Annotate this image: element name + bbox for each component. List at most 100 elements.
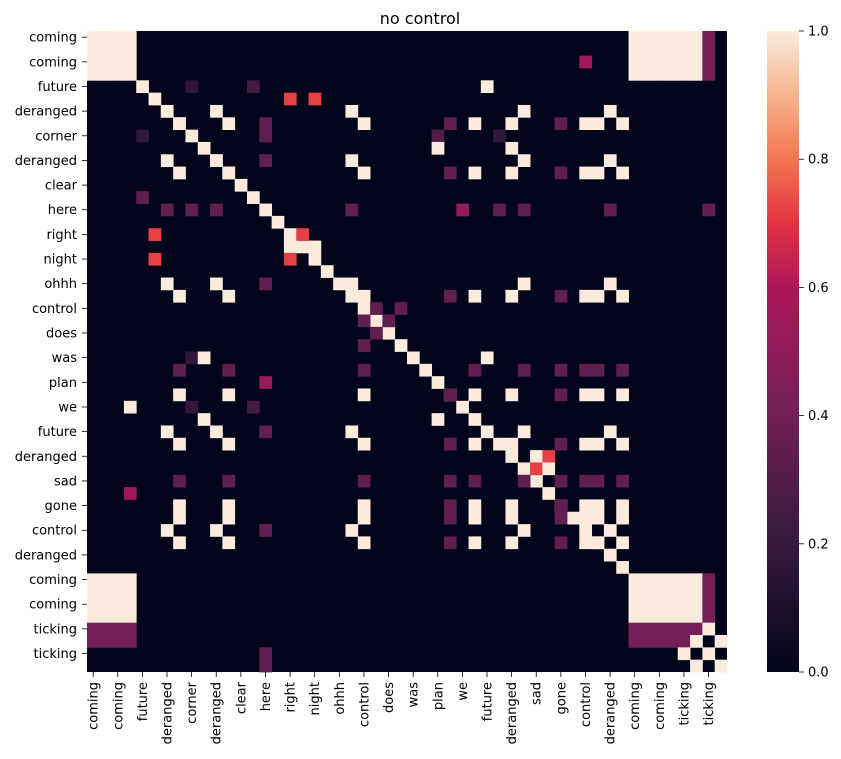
heatmap-cell bbox=[653, 55, 666, 69]
heatmap-cell bbox=[505, 289, 519, 303]
y-tick-label: deranged bbox=[15, 450, 77, 465]
heatmap-cell bbox=[148, 252, 162, 266]
heatmap-cell bbox=[259, 376, 273, 389]
heatmap-cell bbox=[616, 388, 629, 402]
heatmap-cell bbox=[653, 43, 666, 57]
heatmap-cell bbox=[259, 277, 273, 291]
heatmap-cell bbox=[283, 252, 297, 266]
chart-title: no control bbox=[380, 9, 460, 28]
heatmap-cell bbox=[283, 92, 297, 106]
heatmap-cell bbox=[505, 536, 519, 550]
heatmap-cell bbox=[185, 80, 199, 94]
heatmap-cell bbox=[542, 462, 556, 476]
heatmap-cell bbox=[665, 43, 679, 57]
heatmap-cell bbox=[554, 166, 568, 180]
heatmap-cell bbox=[616, 511, 629, 525]
x-tick-label: coming bbox=[653, 682, 668, 730]
heatmap-cell bbox=[640, 573, 654, 587]
heatmap-cell bbox=[443, 536, 457, 550]
heatmap-cell bbox=[517, 104, 531, 118]
heatmap-cell bbox=[87, 31, 100, 44]
heatmap-cell bbox=[677, 635, 691, 648]
heatmap-cell bbox=[185, 351, 199, 365]
x-tick-label: ohhh bbox=[333, 682, 348, 715]
heatmap-cell bbox=[345, 104, 359, 118]
heatmap-cell bbox=[185, 203, 199, 217]
heatmap-cell bbox=[160, 154, 174, 167]
x-tick-label: future bbox=[481, 682, 496, 721]
heatmap-cell bbox=[554, 536, 568, 550]
heatmap-cell bbox=[173, 474, 186, 488]
heatmap-cell bbox=[123, 598, 137, 611]
heatmap-cell bbox=[222, 363, 236, 377]
heatmap-cell bbox=[123, 67, 137, 81]
heatmap-cell bbox=[173, 511, 186, 525]
heatmap-cell bbox=[222, 289, 236, 303]
heatmap-cell bbox=[431, 413, 445, 426]
heatmap-cell bbox=[468, 117, 482, 131]
heatmap-cell bbox=[591, 166, 605, 180]
heatmap-cell bbox=[640, 43, 654, 57]
heatmap-cell bbox=[579, 388, 593, 402]
heatmap-cell bbox=[702, 43, 716, 57]
heatmap-cell bbox=[517, 524, 531, 537]
heatmap-cell bbox=[714, 659, 728, 673]
heatmap-cell bbox=[505, 141, 519, 155]
heatmap-cell bbox=[677, 67, 691, 81]
heatmap-cell bbox=[259, 425, 273, 439]
heatmap-cell bbox=[677, 31, 691, 44]
heatmap-cell bbox=[357, 388, 371, 402]
heatmap-cell bbox=[505, 166, 519, 180]
heatmap-cell bbox=[222, 388, 236, 402]
heatmap-cell bbox=[345, 277, 359, 291]
heatmap-cell bbox=[345, 425, 359, 439]
heatmap-cell bbox=[308, 92, 322, 106]
heatmap-cell bbox=[628, 598, 642, 611]
heatmap-cell bbox=[185, 400, 199, 414]
heatmap-cell bbox=[628, 622, 642, 636]
heatmap-cell bbox=[136, 191, 149, 204]
heatmap-cell bbox=[160, 203, 174, 217]
y-tick-label: corner bbox=[35, 129, 77, 144]
heatmap-cell bbox=[591, 117, 605, 131]
heatmap-cell bbox=[640, 585, 654, 599]
heatmap-cell bbox=[480, 425, 494, 439]
heatmap-cell bbox=[357, 363, 371, 377]
heatmap-cell bbox=[382, 314, 396, 328]
heatmap-cell bbox=[591, 474, 605, 488]
heatmap-cell bbox=[87, 55, 100, 69]
heatmap-cell bbox=[99, 67, 113, 81]
heatmap-cell bbox=[222, 437, 236, 451]
heatmap-cell bbox=[173, 363, 186, 377]
heatmap-cell bbox=[468, 289, 482, 303]
heatmap-cell bbox=[259, 203, 273, 217]
heatmap-cell bbox=[357, 302, 371, 315]
heatmap-cell bbox=[283, 228, 297, 241]
heatmap-cell bbox=[247, 191, 260, 204]
heatmap-cell bbox=[468, 474, 482, 488]
heatmap-cell bbox=[530, 450, 543, 463]
heatmap-cell bbox=[123, 55, 137, 69]
heatmap-cell bbox=[517, 154, 531, 167]
heatmap-cell bbox=[665, 573, 679, 587]
heatmap-cell bbox=[99, 55, 113, 69]
heatmap-cell bbox=[87, 610, 100, 624]
heatmap-cell bbox=[591, 388, 605, 402]
heatmap-cell bbox=[173, 499, 186, 513]
y-tick-label: coming bbox=[29, 573, 77, 588]
heatmap-cell bbox=[628, 55, 642, 69]
heatmap-cell bbox=[702, 31, 716, 44]
heatmap-cell bbox=[148, 228, 162, 241]
x-tick-label: ticking bbox=[702, 682, 717, 726]
heatmap-cell bbox=[591, 289, 605, 303]
y-tick-label: was bbox=[52, 351, 78, 366]
heatmap-cell bbox=[87, 573, 100, 587]
x-tick-label: deranged bbox=[161, 682, 176, 744]
heatmap-cell bbox=[690, 635, 703, 648]
heatmap-cell bbox=[357, 536, 371, 550]
heatmap-cell bbox=[542, 450, 556, 463]
heatmap-cell bbox=[702, 585, 716, 599]
heatmap-cell bbox=[136, 129, 149, 143]
y-tick-label: night bbox=[44, 253, 77, 268]
heatmap-cell bbox=[665, 598, 679, 611]
